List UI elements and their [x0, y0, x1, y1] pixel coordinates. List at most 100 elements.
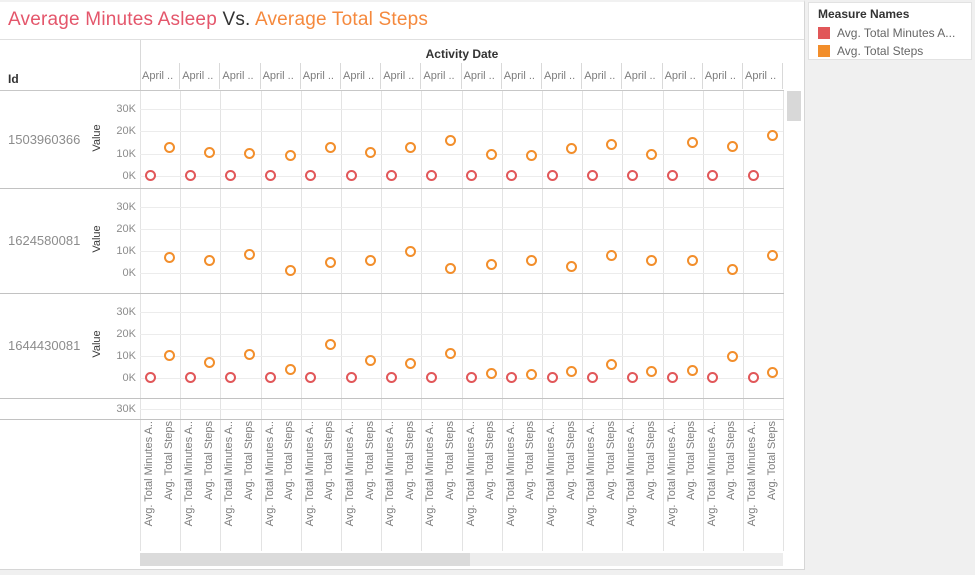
data-point-total-steps[interactable]	[164, 252, 175, 264]
data-point-total-steps[interactable]	[726, 263, 738, 275]
april-column-header[interactable]: April ..	[663, 63, 703, 89]
data-point-minutes-asleep[interactable]	[425, 372, 437, 384]
data-point-total-steps[interactable]	[244, 249, 256, 261]
data-point-total-steps[interactable]	[324, 142, 336, 154]
data-point-total-steps[interactable]	[405, 245, 417, 257]
april-column-header[interactable]: April ..	[622, 63, 663, 89]
data-point-minutes-asleep[interactable]	[466, 169, 478, 181]
data-point-minutes-asleep[interactable]	[345, 372, 357, 384]
data-point-minutes-asleep[interactable]	[466, 372, 478, 384]
april-column-header[interactable]: April ..	[703, 63, 743, 89]
data-point-total-steps[interactable]	[686, 365, 698, 377]
data-point-minutes-asleep[interactable]	[184, 169, 196, 181]
data-point-total-steps[interactable]	[204, 146, 216, 158]
data-point-total-steps[interactable]	[324, 339, 336, 350]
data-point-minutes-asleep[interactable]	[385, 372, 397, 384]
data-point-minutes-asleep[interactable]	[224, 372, 236, 384]
horizontal-scrollbar-thumb[interactable]	[140, 553, 470, 566]
april-column-header[interactable]: April ..	[542, 63, 583, 89]
data-point-total-steps[interactable]	[606, 139, 618, 151]
measure-label-minutes-asleep[interactable]: Avg. Total Minutes A..	[263, 421, 276, 527]
measure-label-total-steps[interactable]: Avg. Total Steps	[242, 421, 255, 501]
data-point-minutes-asleep[interactable]	[265, 169, 277, 181]
measure-label-minutes-asleep[interactable]: Avg. Total Minutes A..	[344, 421, 356, 527]
measure-label-total-steps[interactable]: Avg. Total Steps	[283, 421, 296, 501]
measure-label-total-steps[interactable]: Avg. Total Steps	[484, 421, 497, 501]
measure-label-minutes-asleep[interactable]: Avg. Total Minutes A..	[585, 421, 598, 527]
data-point-minutes-asleep[interactable]	[546, 169, 558, 181]
data-point-minutes-asleep[interactable]	[345, 169, 357, 181]
data-point-minutes-asleep[interactable]	[224, 169, 236, 181]
data-point-total-steps[interactable]	[445, 134, 457, 146]
data-point-total-steps[interactable]	[284, 363, 296, 375]
april-column-header[interactable]: April ..	[743, 63, 784, 89]
april-column-header[interactable]: April ..	[421, 63, 462, 89]
row-id-header[interactable]: 1624580081	[8, 233, 81, 248]
data-point-minutes-asleep[interactable]	[667, 169, 679, 181]
data-point-total-steps[interactable]	[164, 350, 175, 362]
data-point-total-steps[interactable]	[164, 141, 175, 153]
data-point-minutes-asleep[interactable]	[305, 169, 317, 181]
data-point-total-steps[interactable]	[244, 148, 256, 160]
measure-label-total-steps[interactable]: Avg. Total Steps	[403, 421, 416, 501]
april-column-header[interactable]: April ..	[301, 63, 341, 89]
data-point-total-steps[interactable]	[686, 137, 698, 149]
april-column-header[interactable]: April ..	[582, 63, 623, 89]
measure-label-minutes-asleep[interactable]: Avg. Total Minutes A..	[464, 421, 477, 527]
data-point-minutes-asleep[interactable]	[506, 372, 518, 384]
measure-label-total-steps[interactable]: Avg. Total Steps	[524, 421, 537, 501]
measure-label-minutes-asleep[interactable]: Avg. Total Minutes A..	[665, 421, 678, 527]
data-point-total-steps[interactable]	[244, 349, 256, 361]
measure-label-minutes-asleep[interactable]: Avg. Total Minutes A..	[705, 421, 718, 527]
data-point-total-steps[interactable]	[204, 356, 216, 368]
data-point-minutes-asleep[interactable]	[184, 372, 196, 384]
measure-label-total-steps[interactable]: Avg. Total Steps	[765, 421, 778, 501]
april-column-header[interactable]: April ..	[140, 63, 181, 89]
april-column-header[interactable]: April ..	[341, 63, 382, 89]
measure-label-minutes-asleep[interactable]: Avg. Total Minutes A..	[143, 421, 155, 527]
data-point-total-steps[interactable]	[566, 143, 577, 155]
measure-label-total-steps[interactable]: Avg. Total Steps	[564, 421, 577, 501]
data-point-minutes-asleep[interactable]	[144, 372, 156, 384]
data-point-total-steps[interactable]	[204, 254, 216, 266]
data-point-minutes-asleep[interactable]	[707, 169, 719, 181]
data-point-total-steps[interactable]	[365, 255, 376, 267]
vertical-scrollbar-thumb[interactable]	[787, 91, 801, 121]
measure-label-total-steps[interactable]: Avg. Total Steps	[443, 421, 456, 501]
data-point-total-steps[interactable]	[485, 258, 497, 270]
data-point-total-steps[interactable]	[284, 149, 296, 161]
data-point-total-steps[interactable]	[525, 368, 537, 380]
measure-label-total-steps[interactable]: Avg. Total Steps	[363, 421, 376, 501]
data-point-total-steps[interactable]	[646, 149, 658, 161]
data-point-total-steps[interactable]	[485, 367, 497, 379]
april-column-header[interactable]: April ..	[261, 63, 301, 89]
data-point-minutes-asleep[interactable]	[626, 169, 638, 181]
measure-label-minutes-asleep[interactable]: Avg. Total Minutes A..	[424, 421, 437, 527]
measure-label-minutes-asleep[interactable]: Avg. Total Minutes A..	[303, 421, 316, 527]
data-point-total-steps[interactable]	[566, 260, 577, 272]
data-point-minutes-asleep[interactable]	[707, 372, 719, 384]
measure-label-total-steps[interactable]: Avg. Total Steps	[725, 421, 738, 501]
data-point-minutes-asleep[interactable]	[546, 372, 558, 384]
data-point-minutes-asleep[interactable]	[747, 372, 759, 384]
data-point-minutes-asleep[interactable]	[586, 372, 598, 384]
data-point-total-steps[interactable]	[324, 257, 336, 269]
data-point-total-steps[interactable]	[445, 262, 457, 274]
data-point-total-steps[interactable]	[726, 351, 738, 363]
data-point-total-steps[interactable]	[606, 358, 618, 370]
data-point-minutes-asleep[interactable]	[506, 169, 518, 181]
data-point-minutes-asleep[interactable]	[667, 372, 679, 384]
data-point-minutes-asleep[interactable]	[626, 372, 638, 384]
april-column-header[interactable]: April ..	[502, 63, 542, 89]
data-point-total-steps[interactable]	[365, 147, 376, 159]
measure-label-total-steps[interactable]: Avg. Total Steps	[202, 421, 215, 501]
measure-label-total-steps[interactable]: Avg. Total Steps	[323, 421, 336, 501]
data-point-minutes-asleep[interactable]	[425, 169, 437, 181]
april-column-header[interactable]: April ..	[220, 63, 261, 89]
data-point-total-steps[interactable]	[767, 130, 778, 142]
data-point-total-steps[interactable]	[767, 366, 778, 378]
measure-label-total-steps[interactable]: Avg. Total Steps	[162, 421, 175, 501]
april-column-header[interactable]: April ..	[180, 63, 221, 89]
data-point-total-steps[interactable]	[726, 140, 738, 152]
data-point-total-steps[interactable]	[525, 150, 537, 162]
